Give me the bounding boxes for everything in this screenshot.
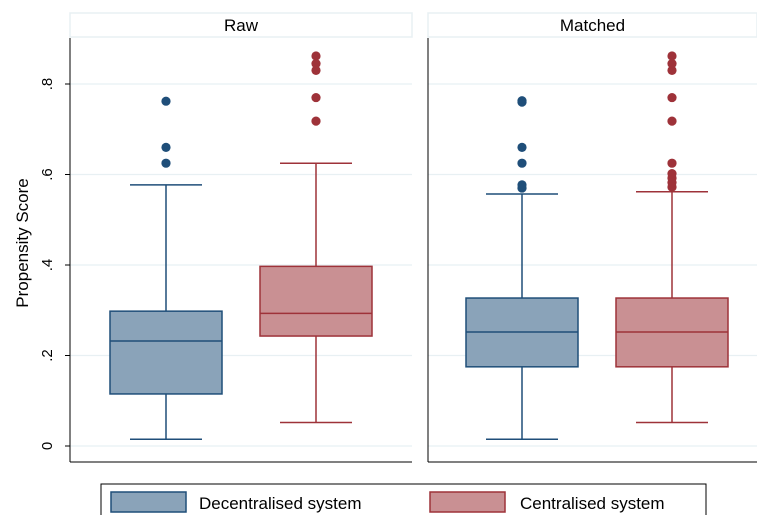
outlier-point — [667, 65, 677, 76]
box-0-0 — [109, 96, 223, 440]
outlier-point — [667, 59, 677, 69]
box-0-1 — [259, 51, 373, 424]
y-tick-label: .8 — [39, 78, 56, 91]
outlier-point — [517, 158, 527, 168]
outlier-point — [517, 142, 527, 152]
outlier-point — [667, 92, 677, 103]
plot-area: Raw Matched 0 .2 .4 .6 .8 — [39, 12, 757, 463]
outlier-point — [517, 180, 527, 190]
outlier-point — [311, 59, 321, 69]
iqr-box — [109, 310, 223, 395]
panel-title-0: Raw — [224, 16, 259, 35]
outlier-point — [667, 158, 677, 168]
panel-strip-1 — [427, 12, 757, 38]
outlier-point — [517, 96, 527, 106]
legend-swatch-1 — [429, 491, 506, 513]
outlier-point — [311, 51, 321, 61]
y-tick-label: 0 — [39, 442, 56, 450]
legend-swatch-0 — [110, 491, 187, 513]
box-1-1 — [615, 51, 729, 424]
outlier-point — [311, 65, 321, 76]
box-1-0 — [465, 96, 579, 440]
y-tick-label: .4 — [39, 259, 56, 272]
outlier-point — [667, 116, 677, 126]
outlier-point — [161, 96, 171, 106]
iqr-box — [259, 265, 373, 337]
y-tick-label: .2 — [39, 349, 56, 362]
outlier-point — [161, 158, 171, 168]
outlier-point — [161, 142, 171, 152]
outlier-point — [667, 168, 677, 179]
legend-frame — [100, 483, 707, 515]
panel-title-1: Matched — [560, 16, 625, 35]
y-tick-label: .6 — [39, 168, 56, 181]
legend-label-0: Decentralised system — [199, 494, 362, 513]
y-axis-label: Propensity Score — [13, 178, 32, 307]
legend-label-1: Centralised system — [520, 494, 665, 513]
panel-strip-0 — [69, 12, 413, 38]
outlier-point — [311, 92, 321, 103]
outlier-point — [311, 116, 321, 126]
legend: Decentralised system Centralised system — [100, 483, 707, 515]
outlier-point — [667, 51, 677, 61]
